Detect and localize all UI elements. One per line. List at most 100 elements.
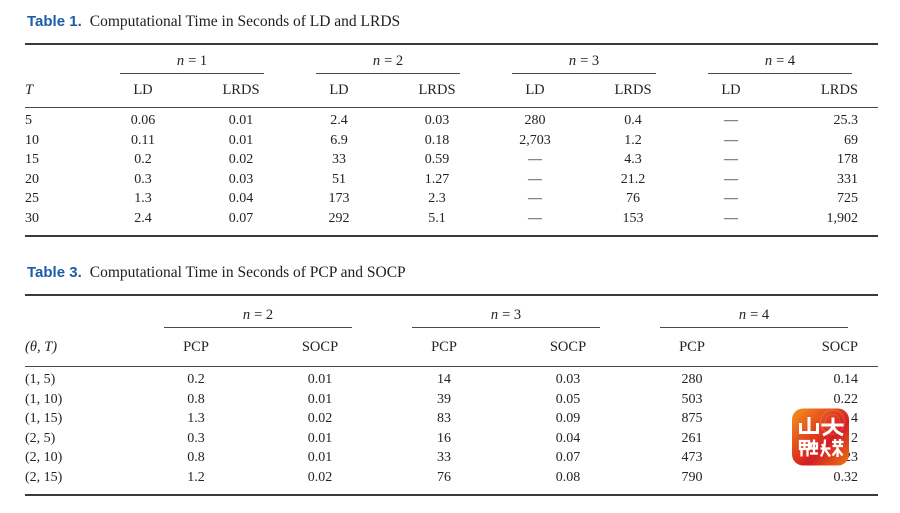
- data-cell: 0.05: [555, 391, 581, 407]
- data-cell: 0.07: [228, 210, 254, 226]
- data-cell: 473: [681, 450, 703, 465]
- table3-group-header-row: n = 2 n = 3 n = 4: [25, 295, 878, 328]
- table-row: 20 0.3 0.03 51 1.27 — 21.2 — 331: [25, 170, 878, 190]
- data-cell: 1.2: [624, 132, 642, 148]
- row-label-cell: 5: [25, 113, 32, 128]
- data-cell: 0.22: [833, 391, 859, 407]
- table-row: (2, 5) 0.3 0.01 16 0.04 261 2: [25, 429, 878, 449]
- data-cell: 2,703: [519, 132, 551, 148]
- data-cell: 875: [681, 411, 703, 426]
- group-header-n4: n = 4: [630, 295, 878, 328]
- data-cell: 0.18: [424, 132, 450, 148]
- data-cell: —: [724, 152, 738, 167]
- group-spacer: [25, 295, 134, 328]
- data-cell: 33: [332, 152, 346, 167]
- data-cell: 280: [681, 372, 703, 387]
- column-header-lrds: LRDS: [584, 74, 682, 108]
- table3: n = 2 n = 3 n = 4 (θ, T) PCP SOCP: [25, 294, 878, 496]
- column-header-lrds: LRDS: [780, 74, 878, 108]
- data-cell: 503: [681, 391, 703, 407]
- data-cell: 280: [524, 113, 546, 128]
- data-cell: 0.02: [228, 152, 254, 167]
- group-name-n2: n = 2: [242, 307, 274, 323]
- table-row: (1, 15) 1.3 0.02 83 0.09 875 4: [25, 409, 878, 429]
- data-cell: 0.14: [833, 372, 859, 387]
- group-underline: [412, 327, 600, 328]
- data-cell: —: [528, 191, 542, 206]
- column-header-pcp: PCP: [134, 328, 258, 367]
- data-cell: 33: [437, 450, 451, 465]
- table3-column-header-row: (θ, T) PCP SOCP PCP SOCP PCP SOCP: [25, 328, 878, 367]
- column-header-lrds: LRDS: [192, 74, 290, 108]
- data-cell: 0.32: [833, 469, 859, 485]
- table3-caption: Table 3. Computational Time in Seconds of…: [27, 263, 878, 283]
- data-cell: 76: [437, 469, 451, 485]
- data-cell: 51: [332, 171, 346, 187]
- group-spacer: [25, 44, 94, 74]
- data-cell: —: [724, 210, 738, 226]
- group-header-n3: n = 3: [486, 44, 682, 74]
- data-cell: 178: [837, 152, 858, 167]
- table1-number-label: Table 1.: [27, 13, 82, 30]
- data-cell: 0.01: [228, 132, 254, 148]
- data-cell: 0.59: [424, 152, 450, 167]
- row-label-cell: 20: [25, 171, 39, 187]
- column-header-socp: SOCP: [754, 328, 878, 367]
- data-cell: —: [528, 152, 542, 167]
- table-row: (2, 15) 1.2 0.02 76 0.08 790 0.32: [25, 468, 878, 496]
- table3-number-label: Table 3.: [27, 264, 82, 281]
- table1-column-header-row: T LD LRDS LD LRDS LD LRDS LD LRDS: [25, 74, 878, 108]
- group-header-n2: n = 2: [134, 295, 382, 328]
- data-cell: 2.3: [428, 191, 446, 206]
- table3-caption-text: Computational Time in Seconds of PCP and…: [89, 264, 406, 281]
- group-underline: [120, 73, 264, 74]
- group-name-n3: n = 3: [568, 53, 600, 69]
- data-cell: 1,902: [826, 210, 859, 226]
- row-label-cell: (2, 5): [25, 430, 56, 446]
- group-header-n2: n = 2: [290, 44, 486, 74]
- group-underline: [512, 73, 656, 74]
- table1-block: Table 1. Computational Time in Seconds of…: [25, 12, 878, 237]
- row-label-cell: 25: [25, 191, 39, 206]
- data-cell: 0.02: [307, 411, 333, 426]
- data-cell: 6.9: [330, 132, 348, 148]
- data-cell: 0.02: [307, 469, 333, 485]
- data-cell: 0.8: [187, 391, 205, 407]
- data-cell: 2: [851, 430, 858, 446]
- data-cell: 0.8: [187, 450, 205, 465]
- data-cell: 83: [437, 411, 451, 426]
- group-header-n1: n = 1: [94, 44, 290, 74]
- data-cell: 1.3: [134, 191, 152, 206]
- data-cell: 0.01: [307, 372, 333, 387]
- column-header-socp: SOCP: [258, 328, 382, 367]
- table1-caption-text: Computational Time in Seconds of LD and …: [89, 13, 401, 30]
- data-cell: 0.01: [228, 113, 254, 128]
- table1-caption: Table 1. Computational Time in Seconds of…: [27, 12, 878, 32]
- data-cell: 0.2: [187, 372, 205, 387]
- data-cell: 4: [851, 411, 858, 426]
- data-cell: —: [724, 132, 738, 148]
- table-row: (1, 10) 0.8 0.01 39 0.05 503 0.22: [25, 390, 878, 410]
- group-underline: [316, 73, 460, 74]
- shandong-media-logo: [791, 408, 850, 466]
- column-header-socp: SOCP: [506, 328, 630, 367]
- data-cell: 1.27: [424, 171, 450, 187]
- group-underline: [708, 73, 852, 74]
- data-cell: —: [528, 210, 542, 226]
- data-cell: 5.1: [428, 210, 446, 226]
- column-header-pcp: PCP: [630, 328, 754, 367]
- data-cell: 331: [837, 171, 858, 187]
- table1: n = 1 n = 2 n = 3 n = 4: [25, 43, 878, 237]
- data-cell: 0.03: [424, 113, 450, 128]
- data-cell: 39: [437, 391, 451, 407]
- data-cell: 0.01: [307, 391, 333, 407]
- group-name-n1: n = 1: [176, 53, 208, 69]
- data-cell: 0.09: [555, 411, 581, 426]
- group-name-n4: n = 4: [764, 53, 796, 69]
- row-label-cell: 10: [25, 132, 39, 148]
- table-row: (1, 5) 0.2 0.01 14 0.03 280 0.14: [25, 367, 878, 390]
- group-header-n4: n = 4: [682, 44, 878, 74]
- data-cell: 0.11: [131, 132, 155, 148]
- data-cell: 16: [437, 430, 451, 446]
